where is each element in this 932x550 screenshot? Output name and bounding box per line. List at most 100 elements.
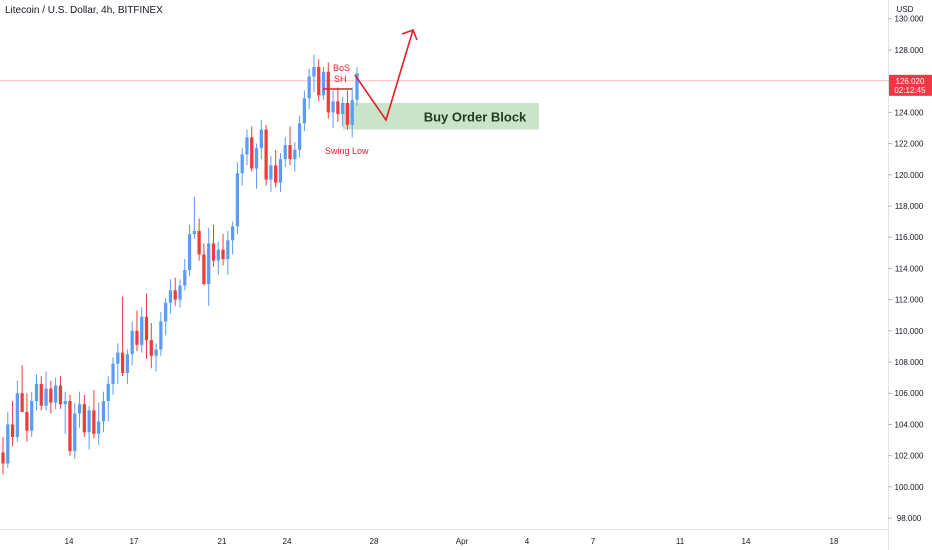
candle-body-down [82,404,86,433]
candle-body-up [254,148,259,169]
candle-body-down [120,352,125,373]
candle-body-up [34,383,39,402]
candle-body-up [207,243,211,285]
time-tick-label: 21 [218,537,227,546]
candle-body-up [321,71,326,96]
price-tick-label: 104.000 [895,420,924,429]
candle-body-down [336,101,340,114]
candle-body-down [250,137,254,169]
currency-label: USD [897,5,914,14]
candle-body-up [245,137,249,155]
candle-body-up [87,410,91,433]
candle-body-down [49,388,53,403]
candle-body-down [274,165,278,183]
price-tick-label: 128.000 [895,46,924,55]
candle-body-up [230,226,235,241]
annotation-drawings[interactable] [323,28,418,122]
candle-body-up [341,102,345,114]
arrow-head-icon [401,28,418,41]
candle-body-up [187,234,192,270]
candle-body-up [269,165,273,180]
candle-body-up [63,401,67,405]
price-tick-label: 112.000 [895,296,924,305]
candle-body-up [77,404,82,414]
candle-body-down [39,383,43,406]
candle-body-down [1,452,5,464]
candle-body-up [44,388,48,406]
candle-body-up [259,129,263,149]
order-block-zone[interactable] [343,102,539,130]
candle-body-up [355,73,359,100]
candle-body-down [135,330,139,345]
time-tick-label: 14 [65,537,74,546]
projection-path[interactable] [354,29,414,122]
candle-body-up [183,269,187,286]
candle-body-up [154,349,158,356]
price-tick-label: 100.000 [895,483,924,492]
price-tick-label: 130.000 [895,15,924,24]
candle-body-up [140,316,144,345]
candle-body-up [106,383,110,402]
time-tick-label: 11 [676,537,685,546]
candle-body-down [221,249,225,260]
candle-body-up [297,123,302,150]
candle-body-up [293,149,297,160]
candle-body-down [288,145,292,160]
price-tick-label: 114.000 [895,264,924,273]
order-block-label: Buy Order Block [424,109,527,124]
candle-body-up [331,101,335,113]
price-tick-label: 122.000 [895,140,924,149]
time-tick-label: 24 [283,537,292,546]
time-tick-label: 7 [591,537,596,546]
candle-body-up [350,99,354,125]
candle-body-up [53,385,58,403]
candle-body-down [326,71,330,113]
candle-body-up [6,424,10,464]
candle-body-down [92,410,96,434]
candle-body-down [173,290,177,300]
time-tick-label: 18 [830,537,839,546]
candle-body-up [130,330,134,355]
candle-body-up [178,285,182,300]
price-tick-label: 116.000 [895,233,924,242]
candle-body-up [164,302,168,322]
time-axis-ticks: 14 17 21 24 28 Apr 4 7 11 14 18 [65,537,839,546]
last-price-value: 126.020 [896,77,925,86]
candle-body-down [345,102,350,125]
time-tick-label: 28 [370,537,379,546]
candle-body-up [226,240,230,260]
price-tick-label: 110.000 [895,327,924,336]
candle-body-down [317,67,321,96]
price-tick-label: 124.000 [895,108,924,117]
candle-body-up [240,154,244,174]
bos-label: BoS [333,63,350,73]
price-tick-label: 98.000 [897,514,922,523]
candle-body-down [149,340,153,356]
price-tick-label: 118.000 [895,202,924,211]
time-tick-label: Apr [456,537,469,546]
candle-body-down [68,401,72,451]
candle-body-up [302,98,307,124]
candle-body-down [211,243,216,261]
candle-body-down [58,385,63,405]
candle-body-down [25,411,29,431]
price-tick-label: 102.000 [895,452,924,461]
candle-body-down [144,316,149,341]
candle-body-up [73,413,77,451]
time-tick-label: 14 [742,537,751,546]
candle-body-up [278,159,283,183]
candle-body-down [264,129,268,180]
candle-body-up [168,290,173,303]
candle-body-down [10,424,15,437]
candle-body-down [197,230,201,255]
candle-body-up [307,76,311,99]
candle-body-up [159,321,163,350]
candle-body-up [235,173,240,227]
candle-body-up [192,230,196,235]
swing-low-label: Swing Low [325,146,369,156]
candle-body-up [216,249,220,261]
price-tick-label: 106.000 [895,389,924,398]
price-tick-label: 120.000 [895,171,924,180]
